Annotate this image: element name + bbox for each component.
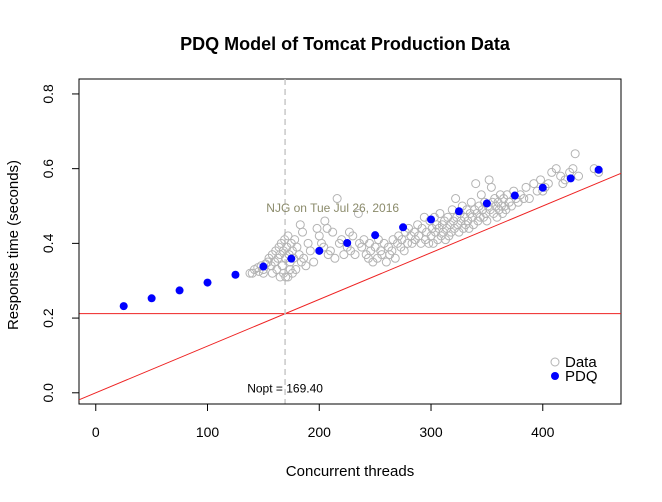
pdq-point: [510, 191, 519, 200]
x-tick-label: 0: [92, 424, 100, 440]
data-point: [574, 171, 584, 181]
pdq-point: [287, 254, 296, 263]
pdq-point: [371, 231, 380, 240]
x-axis: 0 100 200 300 400: [92, 403, 555, 440]
data-point: [387, 246, 397, 256]
pdq-point: [315, 246, 324, 255]
data-point: [365, 238, 375, 248]
pdq-series: [119, 165, 603, 311]
data-point: [381, 257, 391, 267]
data-point: [305, 246, 315, 256]
data-point: [521, 182, 531, 192]
data-point: [353, 208, 363, 218]
data-point: [298, 227, 308, 237]
pdq-point: [482, 199, 491, 208]
data-point: [529, 179, 539, 189]
y-tick-label: 0.2: [40, 308, 56, 328]
data-point: [399, 246, 409, 256]
data-point: [568, 164, 578, 174]
data-point: [482, 216, 492, 226]
x-tick-label: 400: [531, 424, 555, 440]
y-tick-label: 0.0: [40, 383, 56, 403]
data-point: [339, 250, 349, 260]
data-point: [287, 268, 297, 278]
data-point: [506, 201, 516, 211]
data-point: [314, 231, 324, 241]
data-point: [543, 179, 553, 189]
data-point: [303, 238, 313, 248]
pdq-point: [203, 278, 212, 287]
data-point: [376, 246, 386, 256]
legend-data-marker: [550, 357, 560, 367]
data-point: [247, 268, 257, 278]
data-point: [476, 190, 486, 200]
data-point: [296, 257, 306, 267]
data-point: [332, 194, 342, 204]
legend-pdq-marker: [551, 372, 559, 380]
pdq-point: [427, 215, 436, 224]
data-point: [350, 250, 360, 260]
data-point: [283, 231, 293, 241]
data-point: [435, 208, 445, 218]
y-tick-label: 0.8: [40, 84, 56, 104]
data-point: [325, 246, 335, 256]
nopt-label: Nopt = 169.40: [247, 381, 323, 395]
data-point: [348, 231, 358, 241]
data-point: [484, 175, 494, 185]
x-tick-label: 100: [196, 424, 220, 440]
x-tick-label: 300: [419, 424, 443, 440]
data-point: [486, 182, 496, 192]
data-point: [403, 238, 413, 248]
y-tick-label: 0.6: [40, 159, 56, 179]
data-point: [524, 194, 534, 204]
pdq-point: [538, 183, 547, 192]
data-point: [551, 164, 561, 174]
y-axis: 0.0 0.2 0.4 0.6 0.8: [40, 84, 80, 403]
data-point: [309, 257, 319, 267]
pdq-point: [147, 294, 156, 303]
pdq-point: [399, 223, 408, 232]
data-point: [536, 175, 546, 185]
data-point: [328, 227, 338, 237]
legend: Data PDQ: [550, 354, 598, 385]
data-point: [466, 197, 476, 207]
data-point: [558, 179, 568, 189]
pdq-point: [259, 262, 268, 271]
data-point: [570, 149, 580, 159]
pdq-point: [454, 207, 463, 216]
data-point: [390, 253, 400, 263]
data-point: [330, 253, 340, 263]
pdq-point: [566, 174, 575, 183]
x-axis-label: Concurrent threads: [286, 463, 414, 480]
x-tick-label: 200: [308, 424, 332, 440]
y-axis-label: Response time (seconds): [5, 160, 22, 330]
y-tick-label: 0.4: [40, 233, 56, 253]
pdq-point: [175, 286, 184, 295]
data-point: [277, 261, 287, 271]
data-point: [295, 220, 305, 230]
data-point: [320, 216, 330, 226]
data-point: [322, 223, 332, 233]
data-point: [471, 179, 481, 189]
data-point: [451, 194, 461, 204]
diagonal-reference-line: [78, 172, 622, 401]
data-point: [254, 266, 264, 276]
data-point: [447, 205, 457, 215]
legend-data-label: Data: [565, 354, 597, 371]
pdq-point: [343, 238, 352, 247]
data-point: [519, 194, 529, 204]
chart-title: PDQ Model of Tomcat Production Data: [180, 34, 511, 54]
pdq-point: [119, 302, 128, 311]
data-point: [267, 268, 277, 278]
data-point: [312, 223, 322, 233]
pdq-point: [231, 270, 240, 279]
annotation-text: NJG on Tue Jul 26, 2016: [266, 201, 399, 215]
legend-pdq-label: PDQ: [565, 368, 598, 385]
pdq-point: [594, 165, 603, 174]
data-series: [245, 149, 604, 282]
